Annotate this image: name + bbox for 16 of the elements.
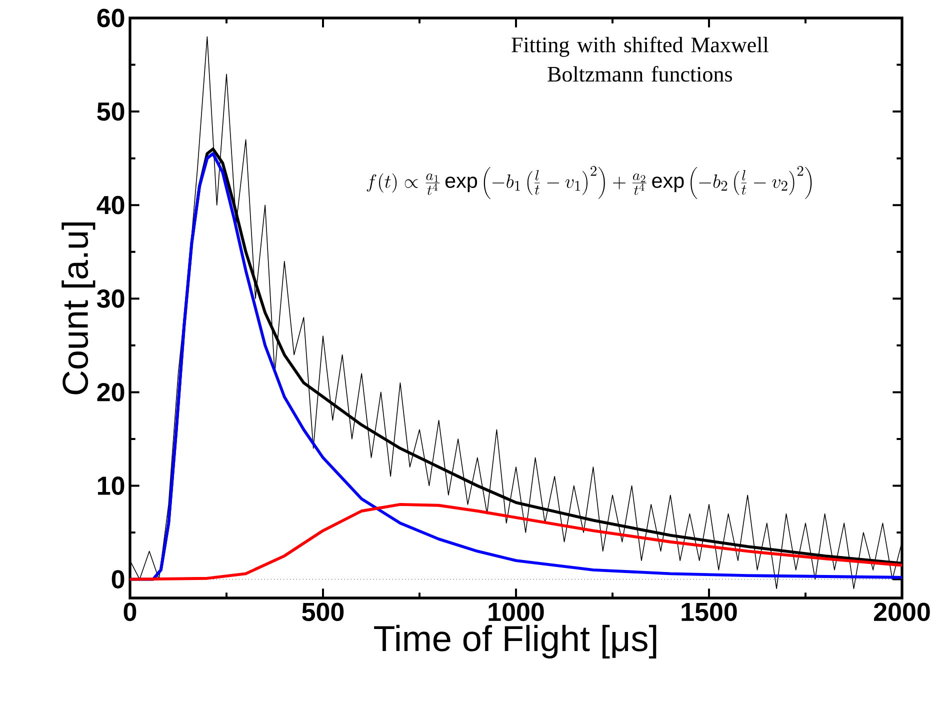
y-tick-label: 20: [97, 382, 124, 402]
x-axis-title: Time of Flight [μs]: [374, 624, 656, 658]
y-tick-label: 40: [96, 196, 124, 214]
y-tick-label: 0: [112, 570, 124, 588]
y-tick-label: 30: [96, 289, 124, 308]
annotation: $f(t)\propto \frac{a_1}{t^4}\exp\left(-b_1\left(\frac{l}{t}-v_1\right)^2\right)+\frac{a_2}{t^4}\exp\left(-b_2\left(\frac{l}{t}-v_2\right)^2\right)$: [366, 166, 812, 199]
annotation: Fitting with shifted Maxwell Boltzmann functions: [512, 36, 768, 82]
x-tick-label: 500: [302, 602, 344, 622]
y-axis-title: Count [a.u]: [62, 222, 96, 394]
y-tick-label: 10: [98, 476, 124, 495]
x-tick-label: 1500: [682, 602, 737, 622]
y-tick-label: 50: [97, 102, 124, 121]
x-tick-label: 2000: [874, 602, 930, 622]
y-tick-label: 60: [97, 8, 124, 28]
x-tick-label: 0: [124, 602, 136, 622]
x-tick-label: 1000: [488, 602, 544, 622]
